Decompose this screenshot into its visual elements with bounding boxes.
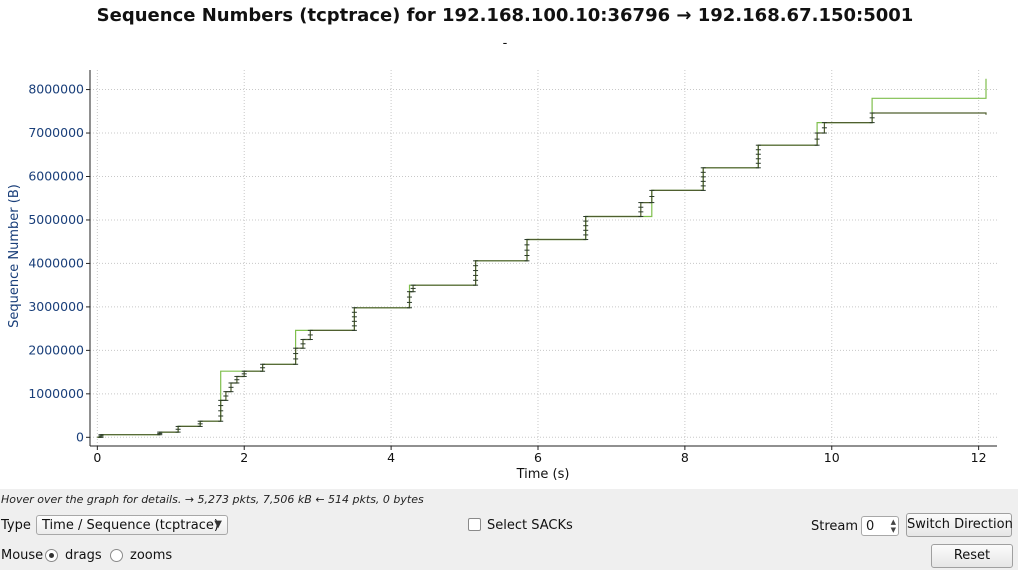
series-layer [97, 78, 987, 438]
sequence-chart[interactable]: Sequence Numbers (tcptrace) for 192.168.… [0, 0, 1018, 489]
mouse-drags-radio[interactable] [45, 549, 58, 562]
graph-type-select[interactable]: Time / Sequence (tcptrace) ▼ [36, 515, 228, 535]
chart-title: Sequence Numbers (tcptrace) for 192.168.… [97, 5, 914, 26]
y-tick-label: 1000000 [28, 386, 84, 401]
x-tick-label: 8 [681, 450, 689, 465]
mouse-drags-label[interactable]: drags [65, 548, 102, 563]
x-tick-label: 10 [824, 450, 840, 465]
switch-direction-button[interactable]: Switch Direction [906, 513, 1013, 537]
y-tick-labels: 0 1000000 2000000 3000000 4000000 5000000 6000… [28, 82, 84, 445]
grid [90, 70, 997, 446]
reset-button[interactable]: Reset [931, 544, 1013, 568]
x-tick-label: 4 [387, 450, 395, 465]
y-tick-label: 7000000 [28, 125, 84, 140]
x-axis-label: Time (s) [516, 467, 570, 482]
axes [86, 70, 997, 450]
chart-subtitle: - [503, 36, 508, 51]
y-tick-label: 8000000 [28, 82, 84, 97]
type-label: Type [1, 518, 31, 533]
y-axis-label: Sequence Number (B) [7, 184, 22, 328]
y-tick-label: 6000000 [28, 168, 84, 183]
mouse-zooms-radio[interactable] [110, 549, 123, 562]
x-tick-label: 2 [240, 450, 248, 465]
x-tick-label: 0 [93, 450, 101, 465]
y-tick-label: 2000000 [28, 342, 84, 357]
mouse-label: Mouse [1, 548, 44, 563]
mouse-zooms-label[interactable]: zooms [130, 548, 173, 563]
chevron-down-icon: ▼ [214, 519, 222, 530]
spin-down-icon[interactable]: ▼ [890, 526, 896, 534]
graph-canvas[interactable]: Sequence Numbers (tcptrace) for 192.168.… [0, 0, 1018, 489]
spin-up-icon[interactable]: ▲ [890, 518, 896, 526]
x-tick-labels: 0 2 4 6 8 10 12 [93, 450, 986, 465]
y-tick-label: 0 [76, 429, 84, 444]
graph-type-value: Time / Sequence (tcptrace) [42, 518, 219, 533]
stream-spinbox[interactable]: 0 ▲ ▼ [861, 516, 899, 536]
series-line-1 [97, 112, 987, 438]
y-tick-label: 3000000 [28, 299, 84, 314]
status-line: Hover over the graph for details. → 5,27… [1, 493, 424, 506]
select-sacks-label[interactable]: Select SACKs [487, 518, 573, 533]
x-tick-label: 6 [534, 450, 542, 465]
y-tick-label: 5000000 [28, 212, 84, 227]
y-tick-label: 4000000 [28, 255, 84, 270]
select-sacks-checkbox[interactable] [468, 518, 481, 531]
stream-value: 0 [866, 519, 875, 534]
x-tick-label: 12 [971, 450, 987, 465]
radio-selected-dot [49, 553, 54, 558]
stream-label: Stream [811, 519, 859, 534]
